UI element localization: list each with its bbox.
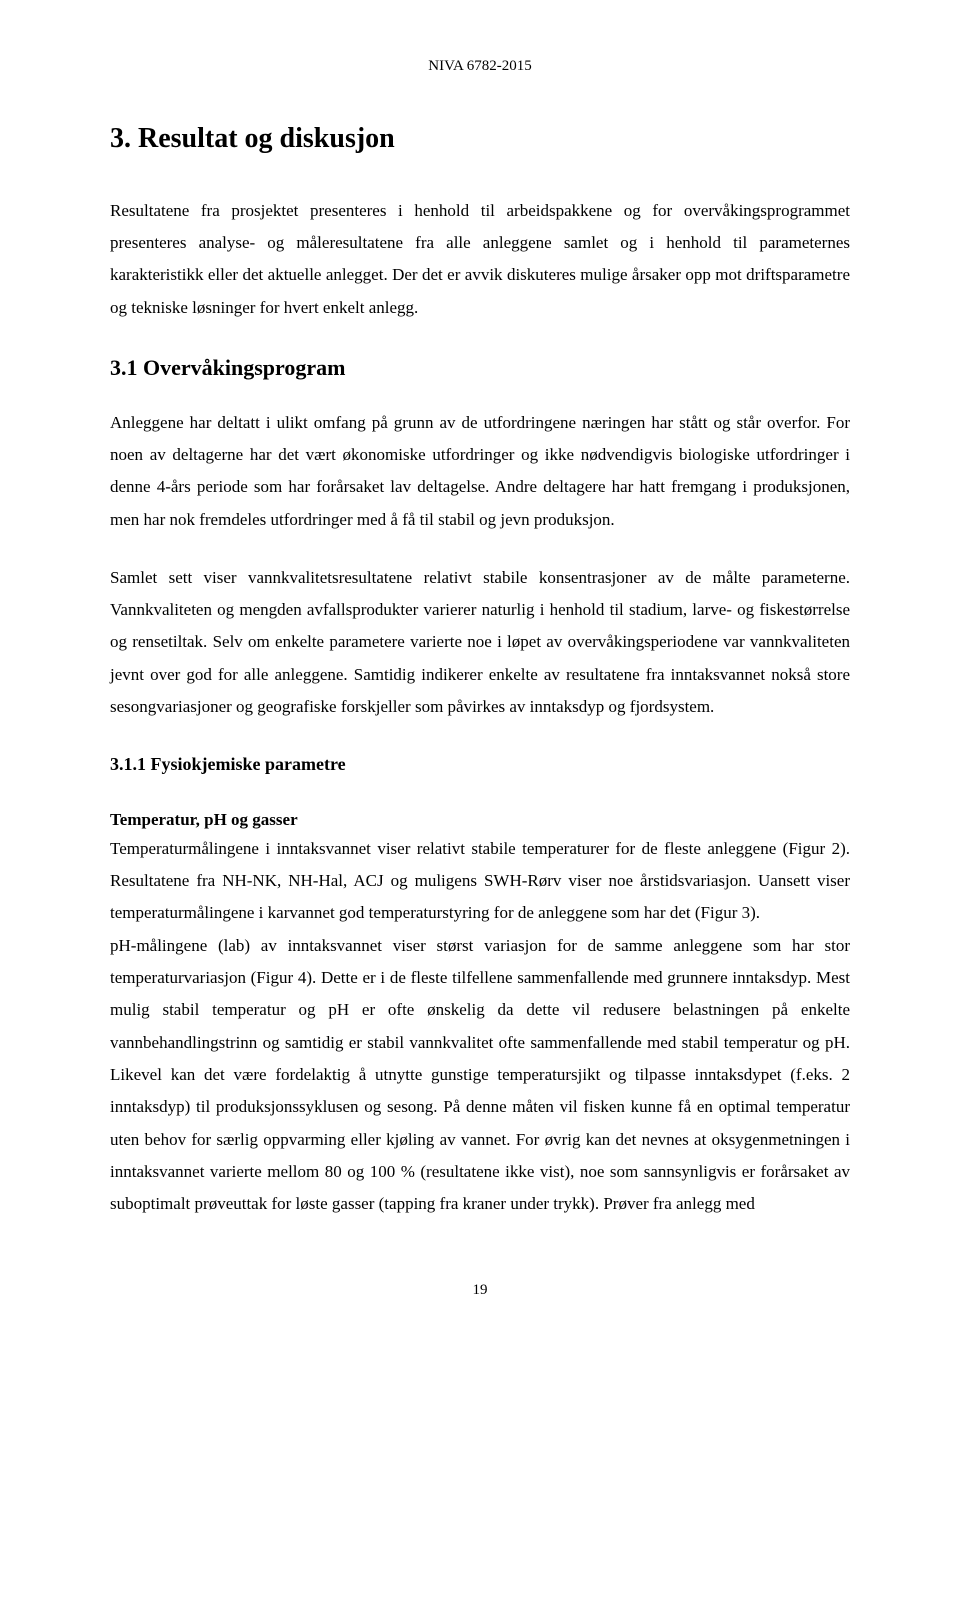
subsection-title: 3.1 Overvåkingsprogram (110, 354, 850, 383)
page-footer: 19 (110, 1276, 850, 1305)
page-header: NIVA 6782-2015 (110, 52, 850, 81)
section-title: 3. Resultat og diskusjon (110, 121, 850, 157)
body-paragraph-3: Temperaturmålingene i inntaksvannet vise… (110, 833, 850, 930)
body-paragraph-1: Anleggene har deltatt i ulikt omfang på … (110, 407, 850, 536)
subsubsection-title: 3.1.1 Fysiokjemiske parametre (110, 753, 850, 776)
intro-paragraph: Resultatene fra prosjektet presenteres i… (110, 195, 850, 324)
page-number: 19 (473, 1282, 488, 1298)
body-paragraph-2: Samlet sett viser vannkvalitetsresultate… (110, 562, 850, 723)
topic-heading: Temperatur, pH og gasser (110, 809, 850, 831)
report-id: NIVA 6782-2015 (428, 58, 531, 74)
body-paragraph-4: pH-målingene (lab) av inntaksvannet vise… (110, 930, 850, 1221)
